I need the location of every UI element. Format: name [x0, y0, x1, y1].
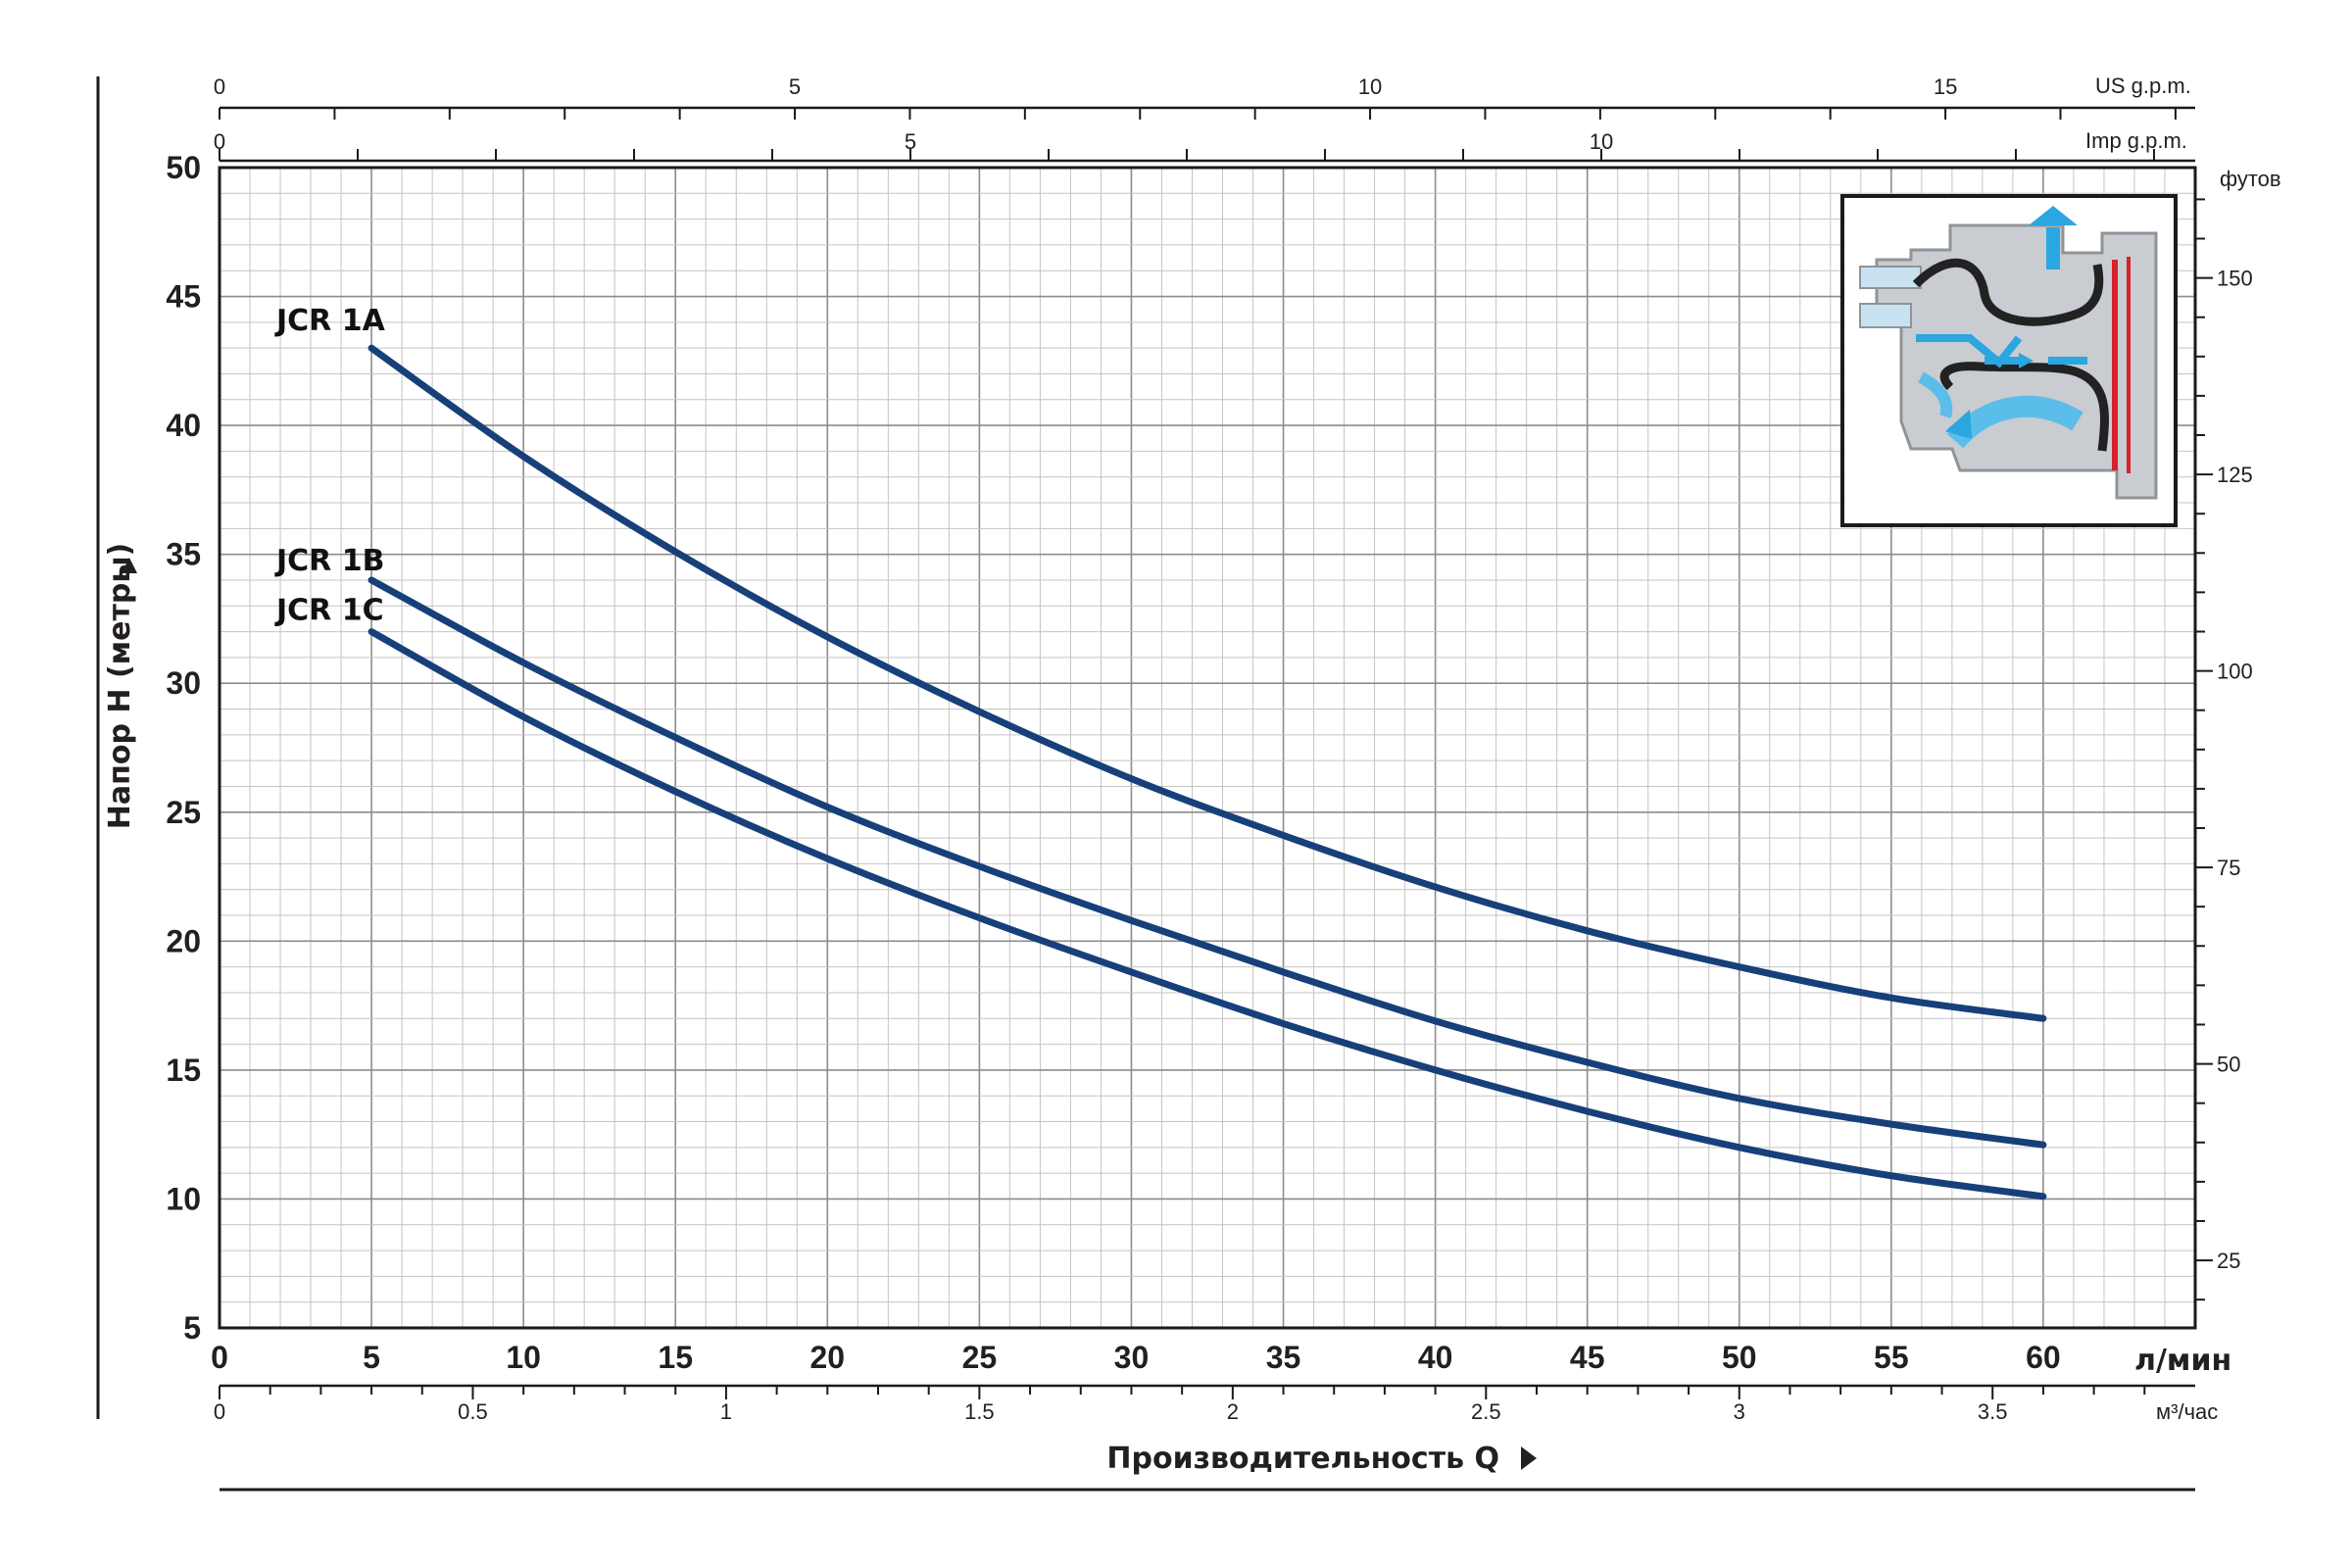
top-unit-imp-gpm: Imp g.p.m. [2085, 128, 2187, 153]
y-tick-label: 25 [166, 795, 201, 830]
x-tick-label: 50 [1722, 1340, 1757, 1375]
y-tick-label: 35 [166, 537, 201, 572]
top-unit-us-gpm: US g.p.m. [2095, 74, 2191, 98]
x-tick-label: 5 [363, 1340, 380, 1375]
series-line-jcr-1b [368, 576, 2047, 1149]
series-lines [368, 344, 2047, 1200]
y-axis-title: Напор H (метры) [103, 543, 137, 829]
x-tick-label: 45 [1570, 1340, 1605, 1375]
right-unit-feet: футов [2220, 167, 2281, 191]
m3h-tick-label: 3.5 [1978, 1399, 2008, 1424]
x-tick-label: 25 [962, 1340, 998, 1375]
m3h-tick-label: 2 [1227, 1399, 1239, 1424]
y-tick-label: 5 [183, 1310, 201, 1346]
m3h-tick-label: 3 [1734, 1399, 1745, 1424]
series-label: JCR 1B [274, 544, 384, 578]
y-tick-label: 30 [166, 665, 201, 701]
x-tick-label: 30 [1114, 1340, 1150, 1375]
series-label: JCR 1C [274, 594, 384, 628]
x-tick-label: 0 [211, 1340, 228, 1375]
y-tick-label: 15 [166, 1053, 201, 1088]
y-tick-label: 50 [166, 150, 201, 185]
series-labels: JCR 1A JCR 1B JCR 1C [274, 304, 386, 627]
imp-gpm-tick-label: 0 [214, 129, 225, 154]
feet-tick-label: 100 [2217, 660, 2253, 684]
y-tick-label: 10 [166, 1181, 201, 1216]
series-line-jcr-1c [368, 628, 2047, 1200]
x-unit-label: л/мин [2134, 1344, 2231, 1378]
pump-cross-section-illustration [1840, 194, 2178, 527]
y-tick-label: 45 [166, 279, 201, 315]
feet-tick-label: 75 [2217, 856, 2240, 880]
series-line-jcr-1a [368, 344, 2047, 1022]
x-axis-title: Производительность Q [1106, 1442, 1499, 1476]
x-tick-label: 40 [1418, 1340, 1453, 1375]
feet-tick-label: 50 [2217, 1053, 2240, 1077]
m3h-tick-label: 1.5 [964, 1399, 995, 1424]
m3h-tick-label: 0 [214, 1399, 225, 1424]
y-axis-arrow-icon [122, 558, 137, 573]
x-tick-label: 20 [810, 1340, 846, 1375]
x-tick-label: 15 [658, 1340, 693, 1375]
y-tick-label: 20 [166, 923, 201, 958]
imp-gpm-tick-label: 10 [1590, 129, 1613, 154]
x2-unit-label: м³/час [2156, 1399, 2218, 1424]
us-gpm-tick-label: 15 [1934, 74, 1957, 99]
imp-gpm-tick-label: 5 [905, 129, 916, 154]
x-axis-arrow-icon [1521, 1446, 1537, 1470]
feet-tick-label: 125 [2217, 463, 2253, 487]
plot-border [218, 166, 2197, 1330]
plot-frame [96, 76, 2197, 1492]
x-tick-label: 60 [2026, 1340, 2061, 1375]
y-tick-label: 40 [166, 408, 201, 443]
series-label: JCR 1A [274, 304, 386, 338]
x-tick-label: 55 [1874, 1340, 1909, 1375]
feet-tick-label: 25 [2217, 1249, 2240, 1273]
x-tick-label: 10 [506, 1340, 541, 1375]
feet-tick-label: 150 [2217, 267, 2253, 291]
axes [219, 106, 2213, 1399]
us-gpm-tick-label: 10 [1358, 74, 1382, 99]
us-gpm-tick-label: 5 [789, 74, 801, 99]
x-tick-label: 35 [1266, 1340, 1301, 1375]
m3h-tick-label: 0.5 [458, 1399, 488, 1424]
m3h-tick-label: 1 [720, 1399, 732, 1424]
us-gpm-tick-label: 0 [214, 74, 225, 99]
m3h-tick-label: 2.5 [1471, 1399, 1501, 1424]
